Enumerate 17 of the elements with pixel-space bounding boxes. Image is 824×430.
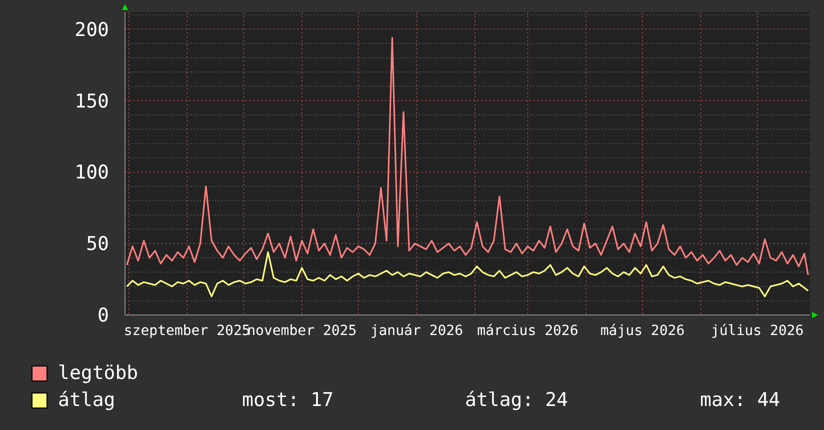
y-tick-label: 50: [86, 233, 109, 256]
text: átlag: 24: [465, 389, 568, 411]
y-tick-label: 150: [74, 90, 109, 112]
y-tick-label: 200: [74, 18, 109, 41]
text: max: 44: [700, 389, 780, 411]
line-series: [126, 36, 809, 276]
legend-label: átlag: [58, 389, 116, 411]
x-tick-label: november 2025: [247, 323, 357, 339]
x-tick-label: július 2026: [710, 323, 804, 339]
y-tick-label: 0: [98, 304, 109, 327]
x-tick-label: január 2026: [370, 323, 464, 339]
legend-label: legtöbb: [58, 362, 138, 384]
y-tick-label: 100: [74, 162, 109, 184]
x-tick-label: március 2026: [477, 323, 578, 339]
text: most: 17: [242, 389, 334, 411]
x-tick-label: május 2026: [600, 323, 685, 339]
line-series: [126, 251, 809, 298]
